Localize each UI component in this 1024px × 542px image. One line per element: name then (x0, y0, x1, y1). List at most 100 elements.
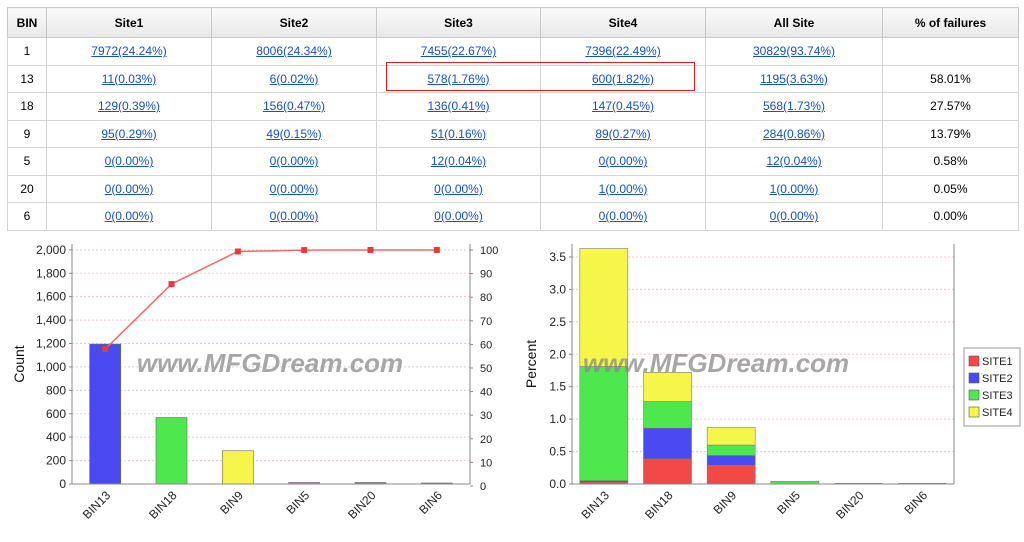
table-row: 1 7972(24.24%) 8006(24.34%) 7455(22.67%) 739… (7, 37, 1019, 66)
cell-bin: 18 (7, 92, 47, 121)
y-tick-label: 1,400 (36, 313, 66, 327)
header-site3: Site3 (376, 7, 541, 38)
cell-link-all-site[interactable]: 568(1.73%) (705, 92, 883, 121)
y-tick-label: 0 (59, 477, 66, 491)
cumulative-point (102, 346, 109, 353)
x-tick-label: BIN13 (80, 488, 114, 522)
y-tick-label: 1.0 (549, 412, 566, 426)
cell-link-site4[interactable]: 147(0.45%) (540, 92, 706, 121)
cell-link-site4[interactable]: 0(0.00%) (540, 147, 706, 176)
y-tick-label: 3.5 (549, 250, 566, 264)
cell-link-all-site[interactable]: 284(0.86%) (705, 119, 883, 148)
cell-link-all-site[interactable]: 1(0.00%) (705, 174, 883, 203)
x-tick-label: BIN20 (833, 488, 867, 522)
cell-link-site3[interactable]: 578(1.76%) (376, 64, 541, 93)
pareto-chart: 02004006008001,0001,2001,4001,6001,8002,… (11, 243, 498, 522)
cell-bin: 20 (7, 174, 47, 203)
header-bin: BIN (7, 7, 47, 38)
cell-link-site2[interactable]: 156(0.47%) (211, 92, 377, 121)
cell-link-site2[interactable]: 0(0.00%) (211, 174, 377, 203)
y2-tick-label: 0 (480, 481, 486, 493)
cell-link-site2[interactable]: 6(0.02%) (211, 64, 377, 93)
cell-pct-failures: 27.57% (882, 92, 1019, 121)
header-pct-failures: % of failures (882, 7, 1019, 38)
x-tick-label: BIN13 (578, 488, 612, 522)
cumulative-point (234, 248, 241, 255)
cell-link-site1[interactable]: 129(0.39%) (46, 92, 212, 121)
header-site2: Site2 (211, 7, 377, 38)
cell-link-site4[interactable]: 1(0.00%) (540, 174, 706, 203)
cell-link-site1[interactable]: 0(0.00%) (46, 147, 212, 176)
cumulative-point (367, 247, 374, 253)
bar-segment-site3 (706, 444, 756, 456)
bar-segment-site2 (706, 455, 756, 466)
bar-bin18 (155, 417, 188, 485)
y2-tick-label: 80 (480, 292, 492, 304)
y2-tick-label: 30 (480, 410, 492, 422)
y-tick-label: 1.5 (549, 380, 566, 394)
watermark: www.MFGDream.com (137, 348, 403, 378)
cell-link-all-site[interactable]: 1195(3.63%) (705, 64, 883, 93)
cell-link-site2[interactable]: 49(0.15%) (211, 119, 377, 148)
cell-link-site3[interactable]: 136(0.41%) (376, 92, 541, 121)
cell-link-site4[interactable]: 7396(22.49%) (540, 37, 706, 66)
cell-link-site3[interactable]: 0(0.00%) (376, 174, 541, 203)
bar-bin13 (89, 343, 121, 485)
x-tick-label: BIN6 (902, 488, 931, 517)
y2-tick-label: 20 (480, 434, 492, 446)
cell-bin: 6 (7, 202, 47, 231)
header-site4: Site4 (540, 7, 706, 38)
bar-segment-site4 (579, 248, 629, 367)
bar-segment-site2 (643, 427, 692, 460)
x-tick-label: BIN20 (345, 488, 379, 522)
cell-link-site2[interactable]: 0(0.00%) (211, 147, 377, 176)
cell-link-site1[interactable]: 0(0.00%) (46, 202, 212, 231)
cell-link-site4[interactable]: 89(0.27%) (540, 119, 706, 148)
cell-bin: 13 (7, 64, 47, 93)
cell-pct-failures: 0.00% (882, 202, 1019, 231)
cell-link-site1[interactable]: 7972(24.24%) (46, 37, 212, 66)
bar-segment-site4 (643, 372, 692, 402)
cell-link-site1[interactable]: 0(0.00%) (46, 174, 212, 203)
cumulative-point (301, 247, 308, 254)
y2-tick-label: 50 (480, 363, 492, 375)
stacked-percent-chart: 0.0 0.5 1.0 1.5 2.0 2.5 3.0 3.5 Percent BIN13 BIN1… (523, 244, 1021, 522)
y-tick-label: 0.0 (549, 477, 566, 491)
bar-bin9 (222, 450, 254, 485)
cell-link-site3[interactable]: 0(0.00%) (376, 202, 541, 231)
y-tick-label: 200 (46, 454, 66, 468)
x-tick-label: BIN18 (146, 488, 180, 522)
cell-link-site2[interactable]: 0(0.00%) (211, 202, 377, 231)
cell-link-site1[interactable]: 11(0.03%) (46, 64, 212, 93)
cell-link-site4[interactable]: 0(0.00%) (540, 202, 706, 231)
legend-label: SITE3 (982, 390, 1013, 402)
y-tick-label: 1,200 (36, 337, 66, 351)
header-site1: Site1 (46, 7, 212, 38)
y-tick-label: 2,000 (36, 243, 66, 257)
y2-tick-label: 100 (480, 245, 498, 257)
cell-bin: 1 (7, 37, 47, 66)
cell-link-site3[interactable]: 12(0.04%) (376, 147, 541, 176)
y-tick-label: 600 (46, 407, 66, 421)
cell-link-site3[interactable]: 51(0.16%) (376, 119, 541, 148)
x-tick-label: BIN5 (284, 488, 313, 517)
cell-link-site4[interactable]: 600(1.82%) (540, 64, 706, 93)
table-body: 1 7972(24.24%) 8006(24.34%) 7455(22.67%) 739… (7, 37, 1019, 231)
cumulative-point (433, 247, 440, 253)
header-all-site: All Site (705, 7, 883, 38)
cell-link-site2[interactable]: 8006(24.34%) (211, 37, 377, 66)
cell-link-site3[interactable]: 7455(22.67%) (376, 37, 541, 66)
cell-bin: 5 (7, 147, 47, 176)
table-row: 9 95(0.29%) 49(0.15%) 51(0.16%) 89(0.27%) 284… (7, 119, 1019, 148)
x-tick-label: BIN9 (711, 488, 740, 517)
bin-summary-table: BIN Site1 Site2 Site3 Site4 All Site% of fail… (7, 7, 1019, 231)
y-tick-label: 1,000 (36, 360, 66, 374)
cell-link-all-site[interactable]: 30829(93.74%) (705, 37, 883, 66)
cell-link-all-site[interactable]: 12(0.04%) (705, 147, 883, 176)
cell-link-all-site[interactable]: 0(0.00%) (705, 202, 883, 231)
cell-link-site1[interactable]: 95(0.29%) (46, 119, 212, 148)
bar-segment-site3 (579, 366, 629, 482)
legend-label: SITE4 (982, 407, 1013, 419)
y-tick-label: 2.5 (549, 315, 566, 329)
y-tick-label: 400 (46, 430, 66, 444)
